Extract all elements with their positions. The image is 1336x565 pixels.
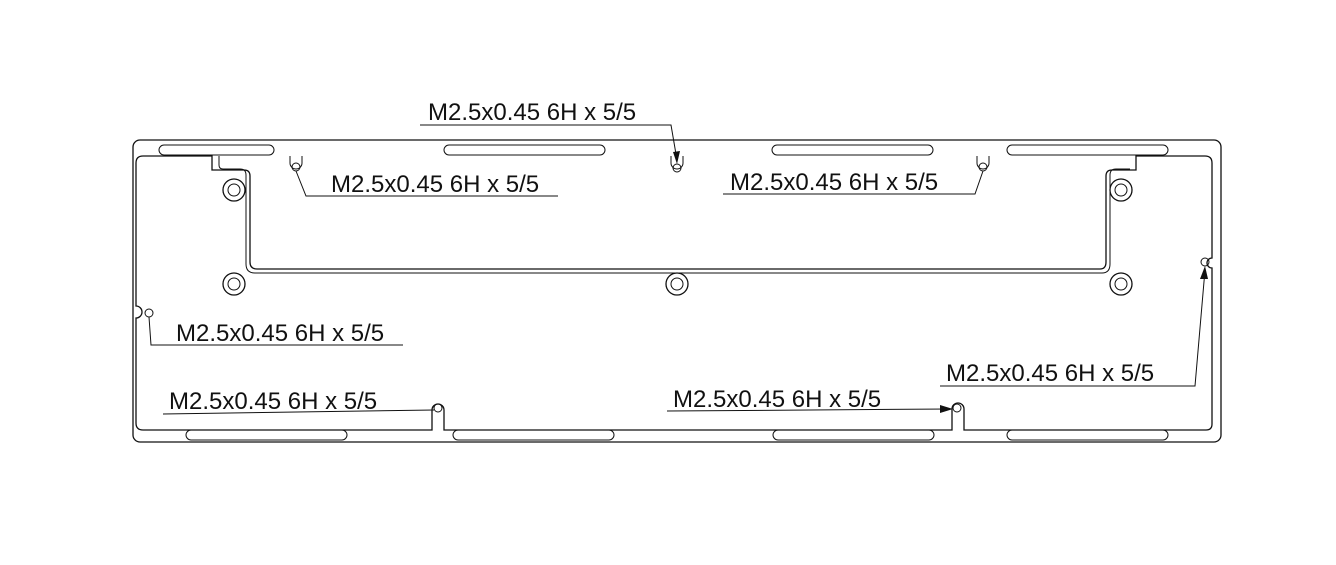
callout-top-left: M2.5x0.45 6H x 5/5 bbox=[295, 170, 558, 198]
top-slot-4 bbox=[1006, 144, 1169, 156]
pocket-outline bbox=[135, 155, 1213, 431]
callout-bottom-center-text: M2.5x0.45 6H x 5/5 bbox=[673, 386, 881, 413]
callout-right-edge: M2.5x0.45 6H x 5/5 bbox=[940, 266, 1208, 387]
counterbore-hole-1 bbox=[222, 178, 246, 202]
callout-top-center-text: M2.5x0.45 6H x 5/5 bbox=[428, 99, 636, 126]
callout-bottom-left-text: M2.5x0.45 6H x 5/5 bbox=[169, 388, 377, 415]
top-slot-1 bbox=[158, 144, 275, 156]
threaded-hole-right-edge bbox=[1200, 257, 1210, 267]
threaded-hole-top-right bbox=[978, 162, 988, 172]
threaded-hole-left-edge bbox=[144, 308, 154, 318]
bottom-slot-4 bbox=[1006, 429, 1169, 441]
bottom-slot-3 bbox=[772, 429, 935, 441]
callout-top-center: M2.5x0.45 6H x 5/5 bbox=[420, 99, 680, 164]
counterbore-hole-3 bbox=[222, 272, 246, 296]
pocket-top-rim bbox=[218, 156, 1130, 274]
bottom-slot-1 bbox=[185, 429, 348, 441]
callout-left-edge-text: M2.5x0.45 6H x 5/5 bbox=[176, 320, 384, 347]
callout-top-right: M2.5x0.45 6H x 5/5 bbox=[723, 169, 984, 196]
callout-right-edge-text: M2.5x0.45 6H x 5/5 bbox=[946, 360, 1154, 387]
threaded-hole-top-left bbox=[291, 162, 301, 172]
callout-top-right-text: M2.5x0.45 6H x 5/5 bbox=[730, 169, 938, 196]
threaded-hole-bottom-center bbox=[952, 403, 962, 413]
callout-bottom-center: M2.5x0.45 6H x 5/5 bbox=[666, 386, 953, 413]
top-slot-3 bbox=[771, 144, 934, 156]
counterbore-hole-2 bbox=[1109, 178, 1133, 202]
counterbore-hole-4 bbox=[665, 272, 689, 296]
callout-left-edge: M2.5x0.45 6H x 5/5 bbox=[148, 316, 403, 347]
callout-bottom-left: M2.5x0.45 6H x 5/5 bbox=[162, 388, 435, 415]
threaded-hole-bottom-left bbox=[433, 403, 443, 413]
bottom-slot-2 bbox=[452, 429, 615, 441]
top-slot-2 bbox=[443, 144, 606, 156]
pocket-top-notch-rim bbox=[289, 156, 990, 170]
counterbore-hole-5 bbox=[1109, 272, 1133, 296]
plate-outer-outline bbox=[132, 139, 1222, 443]
callout-top-left-text: M2.5x0.45 6H x 5/5 bbox=[331, 171, 539, 198]
